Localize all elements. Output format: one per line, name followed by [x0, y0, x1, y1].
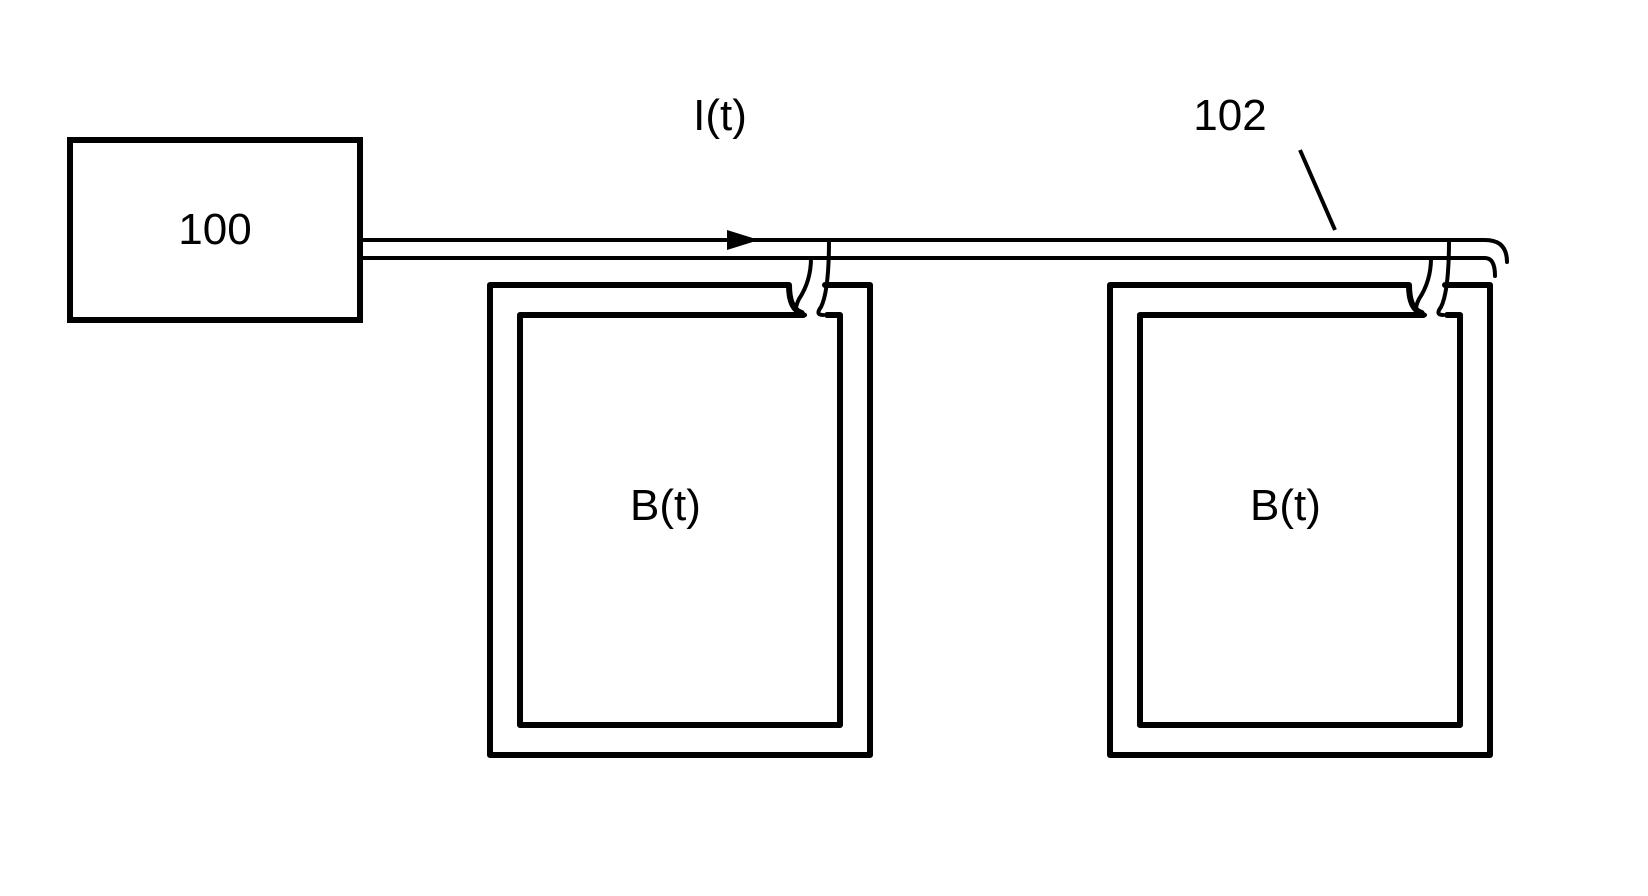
wire-ref-label: 102	[1193, 91, 1266, 140]
coil-2-label: B(t)	[1250, 481, 1321, 530]
coil-1-label: B(t)	[630, 481, 701, 530]
current-label: I(t)	[693, 91, 747, 140]
canvas-bg	[0, 0, 1648, 896]
source-box-label: 100	[178, 205, 251, 254]
